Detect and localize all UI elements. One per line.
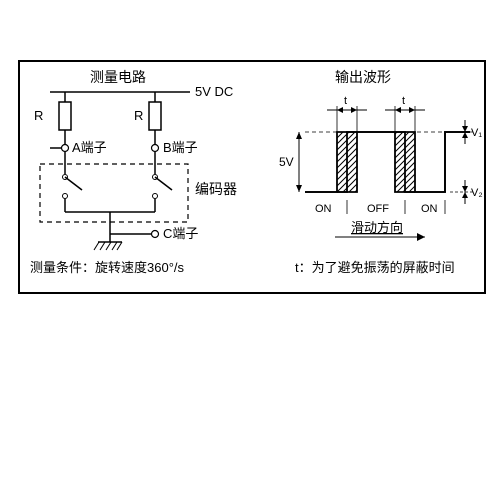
y-5v: 5V [279, 155, 294, 169]
v1-label: V₁ [471, 127, 482, 139]
v2-label: V₂ [471, 187, 483, 199]
switch-left [65, 177, 82, 190]
diagram-svg: 测量电路 5V DC R R A端子 B端子 编码器 [20, 62, 484, 292]
circuit-title: 测量电路 [90, 69, 146, 85]
waveform-panel: 输出波形 t t 5V [279, 69, 483, 275]
term-a-label: A端子 [72, 140, 107, 155]
waveform-note: t：为了避免振荡的屏蔽时间 [295, 260, 455, 275]
r-left-label: R [34, 108, 43, 123]
on1: ON [315, 203, 332, 215]
r-right-label: R [134, 108, 143, 123]
switch-right [155, 177, 172, 190]
arrow-right-icon [417, 233, 425, 241]
off: OFF [367, 203, 389, 215]
t-label-2: t [402, 95, 405, 107]
term-b-label: B端子 [163, 140, 198, 155]
circuit-panel: 测量电路 5V DC R R A端子 B端子 编码器 [30, 69, 237, 275]
waveform-title: 输出波形 [335, 69, 391, 85]
t-markers: t t [327, 95, 425, 132]
term-c-label: C端子 [163, 226, 198, 241]
on2: ON [421, 203, 438, 215]
t-label-1: t [344, 95, 347, 107]
slide-dir: 滑动方向 [351, 220, 403, 235]
resistor-left [59, 102, 71, 130]
terminal-b [152, 145, 159, 152]
diagram-frame: 测量电路 5V DC R R A端子 B端子 编码器 [18, 60, 486, 294]
resistor-right [149, 102, 161, 130]
supply-label: 5V DC [195, 84, 233, 99]
terminal-a [62, 145, 69, 152]
encoder-label: 编码器 [195, 181, 237, 197]
terminal-c [152, 231, 159, 238]
encoder-box [40, 164, 188, 222]
condition-text: 测量条件：旋转速度360°/s [30, 260, 185, 275]
